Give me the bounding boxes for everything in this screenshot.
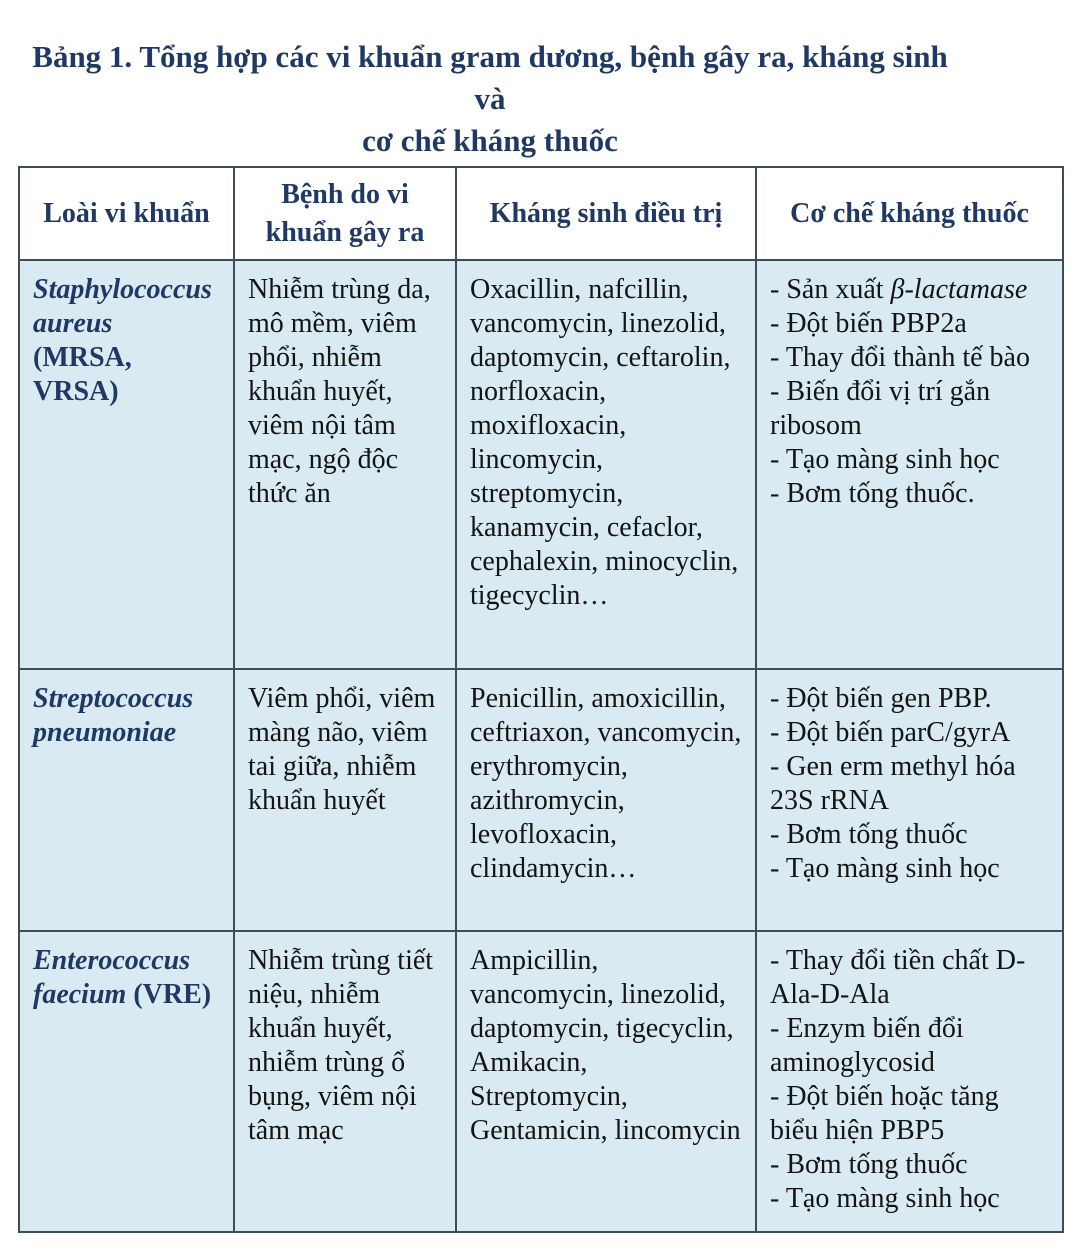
mechanisms-cell: - Sản xuất β-lactamase - Đột biến PBP2a … — [755, 259, 1064, 670]
antibiotics-cell: Oxacillin, nafcillin, vancomycin, linezo… — [455, 259, 757, 670]
species-abbr: (MRSA, VRSA) — [33, 342, 132, 407]
mechanism-item: - Đột biến gen PBP. — [770, 683, 992, 714]
row-streptococcus: Streptococcus pneumoniae Viêm phổi, viêm… — [18, 668, 1064, 932]
mechanism-item: - Đột biến PBP2a — [770, 308, 967, 339]
row-enterococcus: Enterococcus faecium (VRE) Nhiễm trùng t… — [18, 930, 1064, 1233]
mechanism-item: - Thay đổi thành tế bào — [770, 342, 1030, 373]
mechanism-item: - Gen erm methyl hóa 23S rRNA — [770, 751, 1016, 816]
caption-line-2: cơ chế kháng thuốc — [362, 123, 618, 158]
row-staphylococcus: Staphylococcus aureus (MRSA, VRSA) Nhiễm… — [18, 259, 1064, 670]
antibiotics-cell: Penicillin, amoxicillin, ceftriaxon, van… — [455, 668, 757, 932]
header-mechanisms: Cơ chế kháng thuốc — [755, 166, 1064, 261]
header-antibiotics: Kháng sinh điều trị — [455, 166, 757, 261]
mechanism-item: - Bơm tống thuốc. — [770, 478, 975, 509]
mechanism-text: - Sản xuất — [770, 274, 891, 305]
diseases-cell: Viêm phổi, viêm màng não, viêm tai giữa,… — [233, 668, 457, 932]
species-abbr: (VRE) — [133, 979, 212, 1010]
mechanisms-cell: - Đột biến gen PBP. - Đột biến parC/gyrA… — [755, 668, 1064, 932]
header-row: Loài vi khuẩn Bệnh do vi khuẩn gây ra Kh… — [18, 166, 1064, 261]
mechanism-item: - Đột biến parC/gyrA — [770, 717, 1011, 748]
mechanism-item: - Đột biến hoặc tăng biểu hiện PBP5 — [770, 1081, 999, 1146]
header-species: Loài vi khuẩn — [18, 166, 235, 261]
species-name: Streptococcus pneumoniae — [33, 683, 194, 748]
table-body: Staphylococcus aureus (MRSA, VRSA) Nhiễm… — [18, 259, 1064, 1233]
bacteria-table: Loài vi khuẩn Bệnh do vi khuẩn gây ra Kh… — [18, 166, 1064, 1233]
species-cell: Staphylococcus aureus (MRSA, VRSA) — [18, 259, 235, 670]
diseases-cell: Nhiễm trùng da, mô mềm, viêm phổi, nhiễm… — [233, 259, 457, 670]
table-caption: Bảng 1. Tổng hợp các vi khuẩn gram dương… — [18, 36, 1062, 162]
mechanism-item: - Thay đổi tiền chất D-Ala-D-Ala — [770, 945, 1026, 1010]
species-cell: Streptococcus pneumoniae — [18, 668, 235, 932]
diseases-cell: Nhiễm trùng tiết niệu, nhiễm khuẩn huyết… — [233, 930, 457, 1233]
species-name: Staphylococcus aureus — [33, 274, 212, 339]
species-name: Enterococcus faecium — [33, 945, 191, 1010]
mechanism-item: - Bơm tống thuốc — [770, 819, 968, 850]
mechanism-item: - Biến đổi vị trí gắn ribosom — [770, 376, 991, 441]
mechanism-item: - Sản xuất β-lactamase — [770, 273, 1052, 307]
beta-lactamase-term: β-lactamase — [890, 274, 1028, 305]
mechanism-item: - Tạo màng sinh học — [770, 444, 1000, 475]
mechanism-item: - Tạo màng sinh học — [770, 853, 1000, 884]
species-cell: Enterococcus faecium (VRE) — [18, 930, 235, 1233]
mechanisms-cell: - Thay đổi tiền chất D-Ala-D-Ala - Enzym… — [755, 930, 1064, 1233]
antibiotics-cell: Ampicillin, vancomycin, linezolid, dapto… — [455, 930, 757, 1233]
mechanism-item: - Bơm tống thuốc — [770, 1149, 968, 1180]
header-diseases: Bệnh do vi khuẩn gây ra — [233, 166, 457, 261]
mechanism-item: - Tạo màng sinh học — [770, 1183, 1000, 1214]
caption-line-1: Bảng 1. Tổng hợp các vi khuẩn gram dương… — [32, 39, 948, 116]
table-header: Loài vi khuẩn Bệnh do vi khuẩn gây ra Kh… — [18, 166, 1064, 261]
mechanism-item: - Enzym biến đổi aminoglycosid — [770, 1013, 964, 1078]
